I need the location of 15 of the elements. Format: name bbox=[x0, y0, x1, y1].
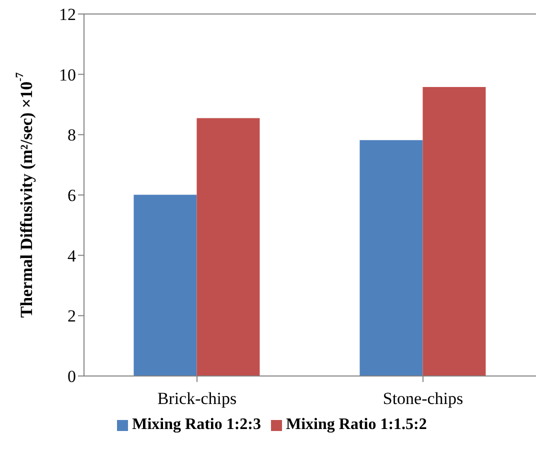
x-tick-label: Brick-chips bbox=[157, 389, 237, 408]
y-tick-label: 10 bbox=[59, 65, 76, 84]
y-tick-label: 8 bbox=[68, 126, 76, 145]
bar bbox=[360, 140, 423, 376]
bar bbox=[134, 194, 197, 376]
y-tick-label: 0 bbox=[68, 367, 76, 386]
bar bbox=[196, 118, 260, 376]
y-tick-label: 4 bbox=[68, 246, 76, 266]
legend-label: Mixing Ratio 1:1.5:2 bbox=[286, 416, 427, 433]
legend-label: Mixing Ratio 1:2:3 bbox=[132, 416, 261, 433]
y-tick-label: 2 bbox=[68, 306, 76, 326]
bar bbox=[422, 87, 486, 376]
y-tick-label: 12 bbox=[59, 5, 76, 24]
x-tick-label: Stone-chips bbox=[382, 389, 464, 408]
y-tick-label: 6 bbox=[68, 186, 76, 206]
